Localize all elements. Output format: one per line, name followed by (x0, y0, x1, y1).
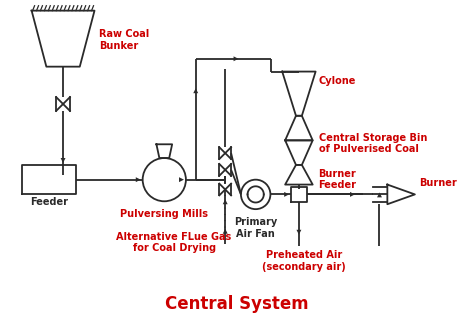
Polygon shape (377, 192, 382, 197)
Text: Central System: Central System (165, 295, 309, 314)
Text: Burner: Burner (419, 178, 456, 187)
Polygon shape (193, 88, 198, 93)
Text: Alternative FLue Gas
for Coal Drying: Alternative FLue Gas for Coal Drying (117, 232, 232, 253)
Text: Central Storage Bin
of Pulverised Coal: Central Storage Bin of Pulverised Coal (319, 133, 427, 154)
Text: Primary
Air Fan: Primary Air Fan (234, 217, 277, 239)
Polygon shape (223, 229, 228, 234)
Text: Preheated Air
(secondary air): Preheated Air (secondary air) (262, 250, 346, 272)
Text: Pulversing Mills: Pulversing Mills (120, 209, 208, 219)
Text: Feeder: Feeder (30, 197, 68, 207)
Text: Cylone: Cylone (319, 76, 356, 86)
Text: Raw Coal
Bunker: Raw Coal Bunker (100, 29, 150, 51)
Polygon shape (223, 199, 228, 204)
Polygon shape (234, 56, 238, 61)
Polygon shape (136, 177, 141, 182)
Text: Burner
Feeder: Burner Feeder (319, 169, 356, 190)
Polygon shape (350, 192, 355, 197)
Polygon shape (296, 230, 301, 235)
Polygon shape (284, 192, 289, 197)
Polygon shape (179, 177, 184, 182)
Polygon shape (61, 158, 65, 163)
